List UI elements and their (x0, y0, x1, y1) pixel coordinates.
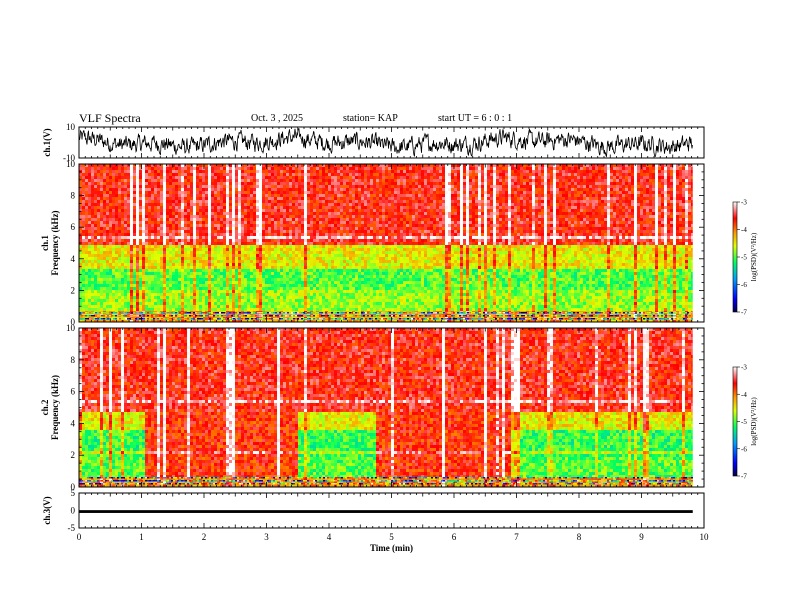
ch3-waveform-ytick-label: -5 (68, 523, 76, 533)
ch3-waveform-ytick-label: 5 (71, 488, 76, 498)
ch2-spectrogram-ylabel-channel: ch.2 (40, 399, 50, 415)
ch3-waveform-ylabel: ch.3(V) (42, 496, 52, 524)
ch1-spectrogram-ytick-label: 4 (71, 254, 76, 264)
ch2-colorbar (733, 367, 737, 476)
ch2-spectrogram-ytick-label: 4 (71, 418, 76, 428)
time-axis-tick-label: 3 (264, 532, 269, 542)
time-axis-tick-label: 4 (327, 532, 332, 542)
ch1-spectrogram-ytick-label: 8 (71, 191, 76, 201)
ch2-spectrogram-ytick-label: 10 (66, 323, 76, 333)
ch1-waveform-line (79, 129, 693, 157)
ch1-spectrogram-cells (79, 164, 693, 322)
time-axis-label: Time (min) (370, 543, 413, 553)
time-axis-tick-label: 2 (202, 532, 207, 542)
ch1-colorbar-label: log(PSD)(V²/Hz) (750, 232, 758, 281)
ch1-colorbar-tick-label: -5 (741, 254, 747, 262)
ch2-colorbar-label: log(PSD)(V²/Hz) (750, 397, 758, 446)
ch2-spectrogram-cells (79, 328, 693, 487)
ch1-colorbar (733, 202, 737, 312)
time-axis-tick-label: 7 (514, 532, 519, 542)
vlf-figure: 0246810024681010-1050-50 1 2 3 4 5 6 7 8 9 10Time … (0, 0, 792, 612)
time-axis-tick-label: 1 (139, 532, 144, 542)
ch1-spectrogram-ytick-label: 6 (71, 222, 76, 232)
ch1-spectrogram-ytick-label: 2 (71, 285, 76, 295)
time-axis-tick-label: 6 (452, 532, 457, 542)
ch2-colorbar-tick-label: -5 (741, 418, 747, 426)
ch1-spectrogram-ylabel-channel: ch.1 (40, 235, 50, 251)
ch2-colorbar-tick-label: -6 (741, 445, 747, 453)
ch2-colorbar-tick-label: -7 (741, 473, 747, 481)
ch1-waveform-ylabel: ch.1(V) (42, 128, 52, 156)
ch1-colorbar-tick-label: -7 (741, 309, 747, 317)
ch1-spectrogram-ylabel: Frequency (kHz) (50, 210, 60, 275)
time-axis-tick-label: 0 (77, 532, 82, 542)
ch1-colorbar-tick-label: -3 (741, 199, 747, 207)
ch2-spectrogram-ytick-label: 2 (71, 450, 76, 460)
ch3-waveform-band (79, 510, 693, 513)
ch1-waveform-ytick-label: -10 (63, 153, 75, 163)
ch1-waveform-ytick-label: 10 (66, 122, 76, 132)
time-axis-tick-label: 5 (389, 532, 394, 542)
ch2-colorbar-tick-label: -4 (741, 391, 747, 399)
ch2-spectrogram-ytick-label: 6 (71, 387, 76, 397)
ch2-colorbar-tick-label: -3 (741, 364, 747, 372)
time-axis-tick-label: 8 (577, 532, 582, 542)
time-axis-tick-label: 9 (639, 532, 644, 542)
ch2-spectrogram-ytick-label: 8 (71, 355, 76, 365)
ch1-colorbar-tick-label: -6 (741, 281, 747, 289)
ch2-spectrogram-ylabel: Frequency (kHz) (50, 375, 60, 440)
time-axis-tick-label: 10 (700, 532, 710, 542)
ch1-colorbar-tick-label: -4 (741, 226, 747, 234)
ch3-waveform-ytick-label: 0 (71, 506, 76, 516)
